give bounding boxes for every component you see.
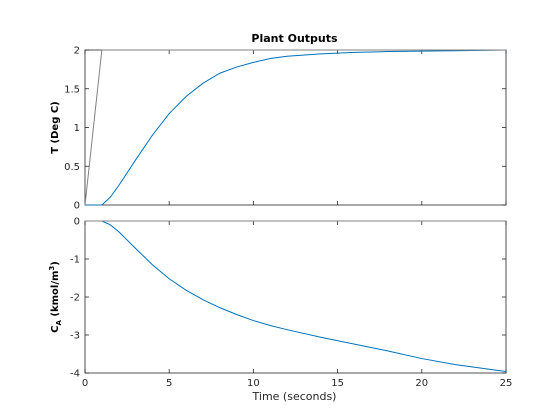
y-tick-label: 2 xyxy=(74,46,80,57)
axes-top: Plant Outputs 0 0.5 1 1.5 2 T (Deg C) xyxy=(50,32,507,212)
x-axis-label: Time (seconds) xyxy=(252,390,337,403)
y-tick-label: 0 xyxy=(74,201,80,212)
series-bottom xyxy=(85,220,507,372)
series-line xyxy=(84,49,506,206)
axes-bottom: 0 5 10 15 20 25 -4 -3 -2 -1 0 CA (kmol/m3) Time (s… xyxy=(48,217,512,404)
x-tick-label: 10 xyxy=(247,378,260,389)
y-tick-label: 1.5 xyxy=(64,84,80,95)
y-axis-label-bottom-end: ) xyxy=(50,261,61,266)
x-tick-label: 20 xyxy=(415,378,428,389)
x-tick-label: 25 xyxy=(500,378,513,389)
y-tick-label: -1 xyxy=(70,255,80,266)
y-axis-label-bottom-main: C xyxy=(50,326,61,333)
y-axis-label-top: T (Deg C) xyxy=(50,101,61,154)
y-tick-label: 0.5 xyxy=(64,162,80,173)
y-tick-label: 1 xyxy=(74,123,80,134)
x-tick-label: 0 xyxy=(82,378,88,389)
y-axis-label-bottom-tail: (kmol/m xyxy=(50,271,61,321)
y-axis-label-top-text: T (Deg C) xyxy=(50,101,61,154)
y-axis-label-bottom-sub: A xyxy=(55,320,63,326)
plot-area-top xyxy=(84,49,507,206)
plot-area-bottom xyxy=(84,220,507,374)
y-tick-label: -2 xyxy=(70,293,80,304)
series-line xyxy=(85,220,507,372)
ticks-top: 0 0.5 1 1.5 2 xyxy=(64,46,507,212)
series-top xyxy=(84,49,507,206)
y-tick-label: 0 xyxy=(74,217,80,228)
y-tick-label: -3 xyxy=(70,331,80,342)
series-line xyxy=(85,49,507,206)
ticks-bottom: 0 5 10 15 20 25 -4 -3 -2 -1 0 xyxy=(70,217,512,390)
x-tick-label: 5 xyxy=(166,378,172,389)
y-axis-label-bottom-sup: 3 xyxy=(48,266,56,271)
chart-title: Plant Outputs xyxy=(251,32,338,45)
y-axis-label-bottom: CA (kmol/m3) xyxy=(48,261,63,333)
x-tick-label: 15 xyxy=(331,378,344,389)
y-tick-label: -4 xyxy=(70,369,80,380)
